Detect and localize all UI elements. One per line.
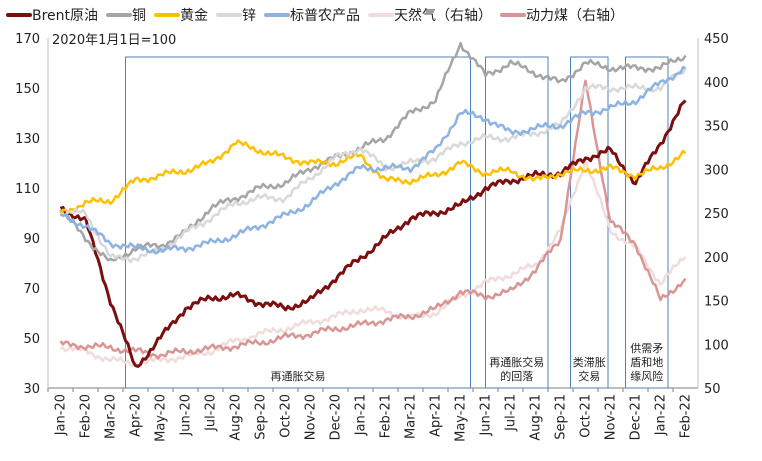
x-tick-apr-20: Apr-20 xyxy=(129,394,144,437)
x-tick-jan-20: Jan-20 xyxy=(54,394,69,436)
region-label-3-0: 供需矛 xyxy=(630,341,663,355)
right-tick-200: 200 xyxy=(704,251,729,266)
series-line-铜 xyxy=(59,41,687,262)
left-tick-90: 90 xyxy=(23,232,40,247)
legend-label-锌: 锌 xyxy=(242,8,256,24)
x-tick-jun-20: Jun-20 xyxy=(179,394,194,437)
region-label-3-1: 盾和地 xyxy=(630,356,663,369)
series-line-标普农产品 xyxy=(59,65,686,255)
right-tick-400: 400 xyxy=(704,76,729,91)
region-box-1 xyxy=(485,56,549,389)
x-tick-jun-21: Jun-21 xyxy=(479,394,494,437)
left-tick-170: 170 xyxy=(15,32,40,47)
legend-label-动力煤-右轴-: 动力煤（右轴） xyxy=(526,8,624,24)
series-line-动力煤-右轴- xyxy=(59,79,687,360)
right-tick-150: 150 xyxy=(704,295,729,310)
x-tick-aug-20: Aug-20 xyxy=(229,394,244,441)
right-tick-450: 450 xyxy=(704,32,729,47)
series-line-brent原油 xyxy=(59,99,687,368)
x-tick-jan-22: Jan-22 xyxy=(654,394,669,436)
region-label-1-1: 的回落 xyxy=(500,369,533,383)
x-tick-jul-21: Jul-21 xyxy=(504,394,519,432)
x-tick-may-21: May-21 xyxy=(454,394,469,442)
x-tick-nov-20: Nov-20 xyxy=(304,394,319,440)
region-label-1-0: 再通胀交易 xyxy=(489,355,544,369)
axes: 2020年1月1日=100 30 50 70 90 110 130 150 170 50 100 15… xyxy=(15,32,729,442)
right-tick-300: 300 xyxy=(704,163,729,178)
legend-label-brent原油: Brent原油 xyxy=(32,8,98,24)
legend-label-标普农产品: 标普农产品 xyxy=(290,8,360,24)
right-tick-350: 350 xyxy=(704,120,729,135)
legend: Brent原油 铜 黄金 锌 标普农产品 天然气（右轴） 动力煤（右轴） xyxy=(6,7,624,24)
region-label-2-1: 交易 xyxy=(578,369,600,383)
x-tick-aug-21: Aug-21 xyxy=(529,394,544,441)
left-tick-130: 130 xyxy=(15,132,40,147)
series-lines xyxy=(59,41,687,368)
x-tick-feb-22: Feb-22 xyxy=(679,394,694,438)
x-tick-sep-21: Sep-21 xyxy=(554,394,569,440)
x-tick-jul-20: Jul-20 xyxy=(204,394,219,432)
left-tick-30: 30 xyxy=(23,382,40,397)
series-line-天然气-右轴- xyxy=(59,159,687,368)
series-line-黄金 xyxy=(59,139,687,215)
legend-label-铜: 铜 xyxy=(132,8,146,24)
legend-label-黄金: 黄金 xyxy=(180,7,208,24)
x-tick-feb-21: Feb-21 xyxy=(379,394,394,438)
left-tick-110: 110 xyxy=(15,182,40,197)
region-box-3 xyxy=(625,56,669,389)
x-tick-oct-21: Oct-21 xyxy=(579,394,594,438)
left-tick-150: 150 xyxy=(15,82,40,97)
x-tick-apr-21: Apr-21 xyxy=(429,394,444,437)
x-tick-dec-21: Dec-21 xyxy=(629,394,644,440)
right-tick-100: 100 xyxy=(704,338,729,353)
x-tick-mar-21: Mar-21 xyxy=(404,394,419,439)
chart-note: 2020年1月1日=100 xyxy=(52,33,176,48)
x-tick-oct-20: Oct-20 xyxy=(279,394,294,438)
right-tick-50: 50 xyxy=(704,382,721,397)
left-tick-70: 70 xyxy=(23,282,40,297)
x-tick-nov-21: Nov-21 xyxy=(604,394,619,440)
left-tick-50: 50 xyxy=(23,332,40,347)
right-tick-250: 250 xyxy=(704,207,729,222)
x-tick-may-20: May-20 xyxy=(154,394,169,442)
x-tick-sep-20: Sep-20 xyxy=(254,394,269,440)
x-tick-feb-20: Feb-20 xyxy=(79,394,94,438)
region-label-0-0: 再通胀交易 xyxy=(271,369,326,383)
region-label-2-0: 类滞胀 xyxy=(573,355,606,369)
region-label-3-2: 缘风险 xyxy=(630,369,663,383)
legend-label-天然气-右轴-: 天然气（右轴） xyxy=(394,7,492,24)
region-box-0 xyxy=(125,56,471,389)
series-line-锌 xyxy=(59,67,687,264)
x-tick-dec-20: Dec-20 xyxy=(329,394,344,440)
x-tick-jan-21: Jan-21 xyxy=(354,394,369,436)
x-tick-mar-20: Mar-20 xyxy=(104,394,119,439)
